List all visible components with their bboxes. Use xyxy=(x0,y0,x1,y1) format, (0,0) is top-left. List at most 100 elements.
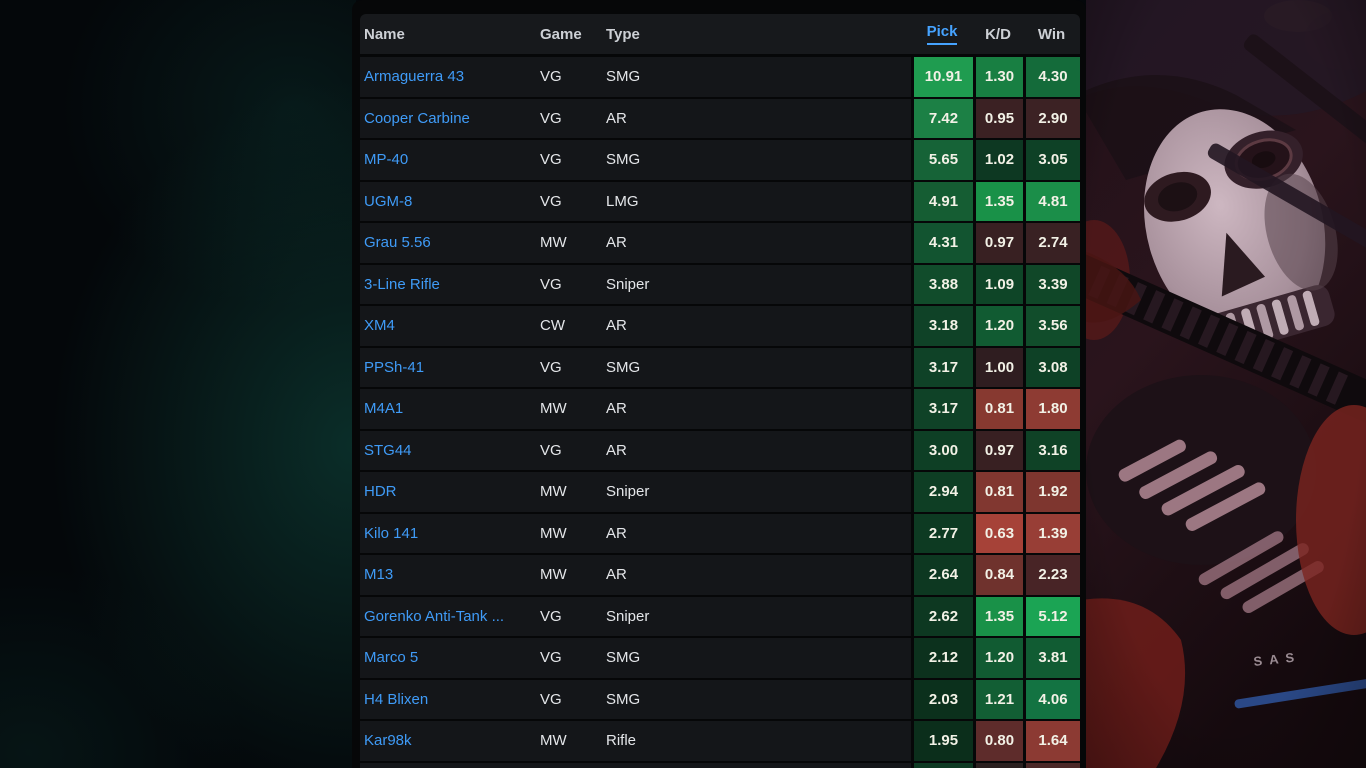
table-row[interactable]: XM4 CW AR 3.18 1.20 3.56 xyxy=(360,306,1080,346)
background-left-gradient xyxy=(0,0,356,768)
kd-ratio-cell: 1.21 xyxy=(973,679,1023,719)
weapon-type: SMG xyxy=(606,649,641,667)
table-row[interactable]: 3-Line Rifle VG Sniper 3.88 1.09 3.39 xyxy=(360,264,1080,304)
weapon-game: VG xyxy=(540,690,562,708)
weapon-stats-card: Name Game Type Pick K/D Win Armaguerra 4… xyxy=(352,0,1086,768)
pick-rate-cell: 2.62 xyxy=(911,596,973,636)
weapon-type: SMG xyxy=(606,690,641,708)
weapon-name-link[interactable]: 3-Line Rifle xyxy=(364,275,440,293)
pick-rate-cell: 2.03 xyxy=(911,679,973,719)
weapon-type: AR xyxy=(606,317,627,335)
col-header-game[interactable]: Game xyxy=(540,25,582,43)
weapon-type: AR xyxy=(606,234,627,252)
kd-ratio-cell: 1.09 xyxy=(973,264,1023,304)
weapon-game: CW xyxy=(540,317,565,335)
weapon-name-link[interactable]: Marco 5 xyxy=(364,649,419,667)
kd-ratio-cell: 0.97 xyxy=(973,430,1023,470)
col-header-pick[interactable]: Pick xyxy=(911,23,973,45)
kd-ratio-cell: 1.35 xyxy=(973,181,1023,221)
weapon-type: AR xyxy=(606,441,627,459)
weapon-name-link[interactable]: H4 Blixen xyxy=(364,690,429,708)
weapon-name-link[interactable]: Grau 5.56 xyxy=(364,234,431,252)
artwork-vignette xyxy=(1086,0,1366,768)
weapon-type: AR xyxy=(606,400,627,418)
pick-rate-cell: 2.64 xyxy=(911,555,973,595)
kd-ratio-cell: 1.20 xyxy=(973,638,1023,678)
weapon-name-link[interactable]: XM4 xyxy=(364,317,395,335)
weapon-type: LMG xyxy=(606,192,639,210)
win-rate-cell: 3.16 xyxy=(1023,430,1080,470)
pick-rate-cell xyxy=(911,762,973,768)
table-row[interactable]: MP-40 VG SMG 5.65 1.02 3.05 xyxy=(360,140,1080,180)
weapon-game: MW xyxy=(540,234,567,252)
table-row[interactable]: Marco 5 VG SMG 2.12 1.20 3.81 xyxy=(360,638,1080,678)
win-rate-cell: 1.80 xyxy=(1023,389,1080,429)
kd-ratio-cell: 0.63 xyxy=(973,513,1023,553)
kd-ratio-cell: 1.30 xyxy=(973,57,1023,97)
table-row[interactable]: HDR MW Sniper 2.94 0.81 1.92 xyxy=(360,472,1080,512)
pick-rate-cell: 3.88 xyxy=(911,264,973,304)
win-rate-cell: 4.30 xyxy=(1023,57,1080,97)
weapon-name-link[interactable]: HDR xyxy=(364,483,397,501)
weapon-game: VG xyxy=(540,358,562,376)
win-rate-cell: 4.81 xyxy=(1023,181,1080,221)
kd-ratio-cell: 1.35 xyxy=(973,596,1023,636)
table-row[interactable]: H4 Blixen VG SMG 2.03 1.21 4.06 xyxy=(360,679,1080,719)
pick-rate-cell: 2.77 xyxy=(911,513,973,553)
win-rate-cell: 3.56 xyxy=(1023,306,1080,346)
pick-rate-cell: 4.91 xyxy=(911,181,973,221)
table-row[interactable]: M13 MW AR 2.64 0.84 2.23 xyxy=(360,555,1080,595)
weapon-name-link[interactable]: Kilo 141 xyxy=(364,524,419,542)
weapon-name-link[interactable]: MP-40 xyxy=(364,151,409,169)
weapon-game: VG xyxy=(540,151,562,169)
win-rate-cell xyxy=(1023,762,1080,768)
table-row-partial[interactable] xyxy=(360,762,1080,768)
win-rate-cell: 3.08 xyxy=(1023,347,1080,387)
table-row[interactable]: Cooper Carbine VG AR 7.42 0.95 2.90 xyxy=(360,98,1080,138)
weapon-name-link[interactable]: M4A1 xyxy=(364,400,404,418)
weapon-game: VG xyxy=(540,649,562,667)
weapon-name-link[interactable]: M13 xyxy=(364,566,394,584)
table-row[interactable]: Gorenko Anti-Tank ... VG Sniper 2.62 1.3… xyxy=(360,596,1080,636)
col-header-type[interactable]: Type xyxy=(606,25,640,43)
win-rate-cell: 3.81 xyxy=(1023,638,1080,678)
weapon-type: Rifle xyxy=(606,732,637,750)
table-row[interactable]: M4A1 MW AR 3.17 0.81 1.80 xyxy=(360,389,1080,429)
weapon-type: Sniper xyxy=(606,483,650,501)
weapon-name-link[interactable]: Kar98k xyxy=(364,732,412,750)
kd-ratio-cell: 0.84 xyxy=(973,555,1023,595)
weapon-game: VG xyxy=(540,192,562,210)
weapon-type: AR xyxy=(606,524,627,542)
pick-rate-cell: 2.94 xyxy=(911,472,973,512)
weapon-name-link[interactable]: Gorenko Anti-Tank ... xyxy=(364,607,505,625)
weapon-name-link[interactable]: UGM-8 xyxy=(364,192,413,210)
col-header-kd[interactable]: K/D xyxy=(985,25,1011,43)
kd-ratio-cell: 0.80 xyxy=(973,721,1023,761)
weapon-game: VG xyxy=(540,275,562,293)
table-row[interactable]: Armaguerra 43 VG SMG 10.91 1.30 4.30 xyxy=(360,57,1080,97)
col-header-name[interactable]: Name xyxy=(364,25,405,43)
table-row[interactable]: PPSh-41 VG SMG 3.17 1.00 3.08 xyxy=(360,347,1080,387)
pick-rate-cell: 3.17 xyxy=(911,389,973,429)
weapon-name-link[interactable]: STG44 xyxy=(364,441,412,459)
table-row[interactable]: UGM-8 VG LMG 4.91 1.35 4.81 xyxy=(360,181,1080,221)
table-row[interactable]: Kilo 141 MW AR 2.77 0.63 1.39 xyxy=(360,513,1080,553)
kd-ratio-cell: 1.00 xyxy=(973,347,1023,387)
win-rate-cell: 1.39 xyxy=(1023,513,1080,553)
pick-rate-cell: 3.17 xyxy=(911,347,973,387)
win-rate-cell: 2.90 xyxy=(1023,98,1080,138)
weapon-name-link[interactable]: Cooper Carbine xyxy=(364,109,470,127)
weapon-name-link[interactable]: Armaguerra 43 xyxy=(364,68,465,86)
table-row[interactable]: Kar98k MW Rifle 1.95 0.80 1.64 xyxy=(360,721,1080,761)
win-rate-cell: 3.39 xyxy=(1023,264,1080,304)
kd-ratio-cell: 0.81 xyxy=(973,389,1023,429)
col-header-win[interactable]: Win xyxy=(1037,25,1066,43)
kd-ratio-cell: 0.81 xyxy=(973,472,1023,512)
table-row[interactable]: Grau 5.56 MW AR 4.31 0.97 2.74 xyxy=(360,223,1080,263)
table-row[interactable]: STG44 VG AR 3.00 0.97 3.16 xyxy=(360,430,1080,470)
win-rate-cell: 2.23 xyxy=(1023,555,1080,595)
weapon-game: MW xyxy=(540,566,567,584)
win-rate-cell: 2.74 xyxy=(1023,223,1080,263)
weapon-name-link[interactable]: PPSh-41 xyxy=(364,358,425,376)
